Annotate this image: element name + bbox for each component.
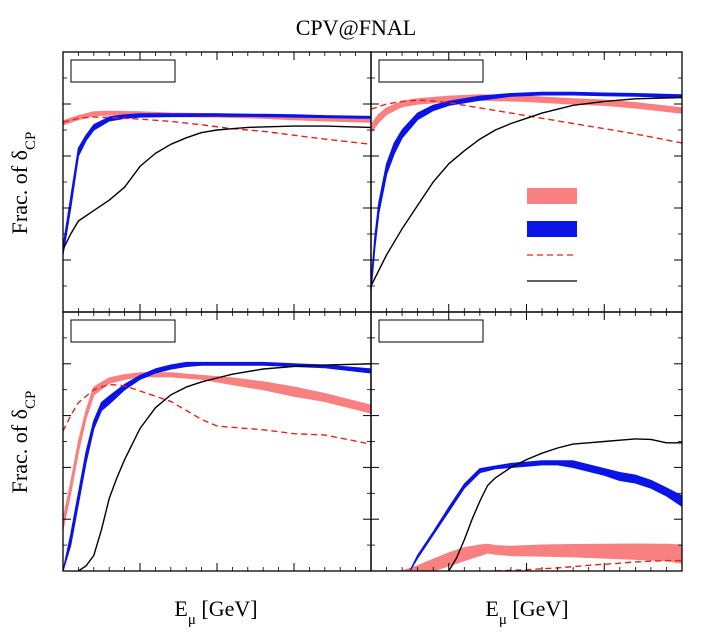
panel-label xyxy=(70,319,176,343)
series-band-L2610 xyxy=(63,113,371,256)
panel-frame xyxy=(370,51,683,313)
figure-title: CPV@FNAL xyxy=(296,15,417,40)
series-line-L4000 xyxy=(371,96,682,287)
y-axis-title-sub: CP xyxy=(23,132,39,150)
panels-group xyxy=(62,51,683,572)
y-axis-title-sub: CP xyxy=(23,391,39,409)
panel-p3 xyxy=(62,311,372,572)
plot-area xyxy=(63,110,371,256)
legend-swatch xyxy=(527,221,577,237)
plot-area xyxy=(371,438,682,571)
panel-label-box xyxy=(378,319,484,343)
panel-label xyxy=(70,59,176,83)
series-band-L1760 xyxy=(63,372,371,531)
series-line-L4000 xyxy=(78,363,371,571)
y-axis-title-text: Frac. of δ xyxy=(7,150,32,234)
plot-area xyxy=(63,361,371,571)
y-axis-title-top: Frac. of δCP xyxy=(7,132,39,235)
x-axis-title-text: E xyxy=(485,596,498,621)
x-axis-title-text: E xyxy=(174,596,187,621)
series-line-L4000 xyxy=(63,125,371,250)
legend-swatch xyxy=(527,188,577,204)
series-line-L1290 xyxy=(371,99,682,144)
series-line-L4000 xyxy=(448,438,682,571)
y-axis-title-bottom: Frac. of δCP xyxy=(7,391,39,494)
series-line-L1290 xyxy=(63,116,371,145)
x-axis-title-right: Eμ [GeV] xyxy=(485,596,568,628)
x-axis-title-sub: μ xyxy=(188,612,196,628)
series-band-L1760 xyxy=(371,94,682,134)
panel-frame xyxy=(62,51,372,313)
x-axis-title-unit: [GeV] xyxy=(196,596,258,621)
series-band-L2610 xyxy=(63,361,371,571)
panel-p4 xyxy=(370,311,683,572)
x-axis-title-left: Eμ [GeV] xyxy=(174,596,257,628)
series-line-L1290 xyxy=(495,559,682,571)
series-band-L2610 xyxy=(371,91,682,292)
y-axis-title-text: Frac. of δ xyxy=(7,409,32,493)
panel-frame xyxy=(62,311,372,572)
panel-label xyxy=(378,319,484,343)
panel-p1 xyxy=(62,51,372,313)
plot-area xyxy=(371,91,682,292)
panel-p2 xyxy=(370,51,683,313)
panel-frame xyxy=(370,311,683,572)
panel-label xyxy=(378,59,484,83)
panel-label-box xyxy=(70,319,176,343)
legend-entry-L2610 xyxy=(527,221,577,237)
legend-entry-L1760 xyxy=(527,188,577,204)
x-axis-title-unit: [GeV] xyxy=(507,596,569,621)
panel-label-box xyxy=(378,59,484,83)
series-line-L1290 xyxy=(63,383,371,445)
series-band-L2610 xyxy=(409,460,682,571)
x-axis-title-sub: μ xyxy=(499,612,507,628)
legend xyxy=(527,188,577,282)
panel-label-box xyxy=(70,59,176,83)
